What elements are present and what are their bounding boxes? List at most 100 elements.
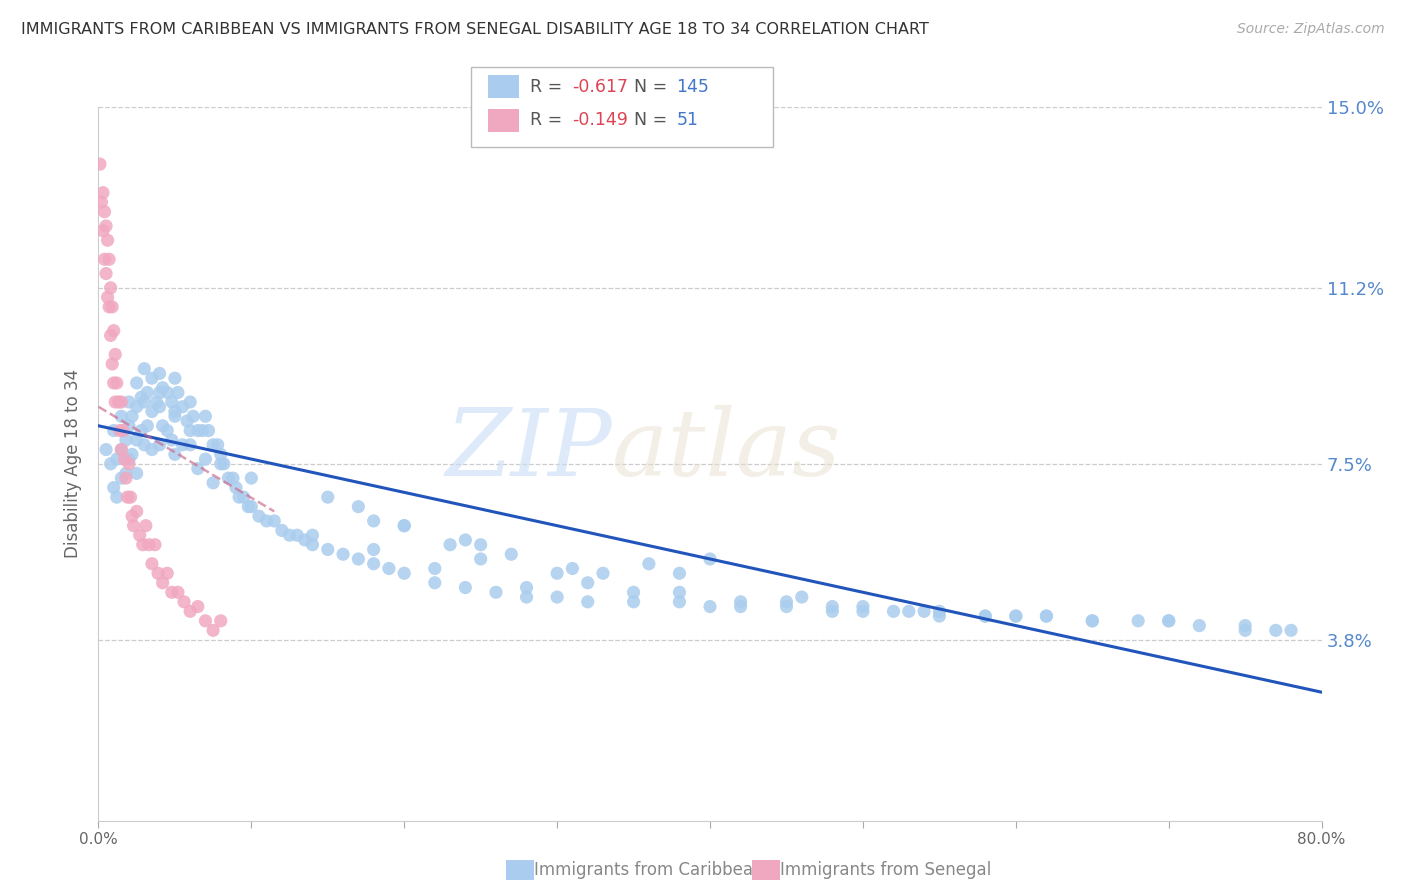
Point	[100, 457, 122, 471]
Point	[1004, 609, 1026, 624]
Point	[883, 604, 905, 618]
Point	[103, 324, 125, 338]
Point	[209, 614, 232, 628]
Point	[423, 575, 446, 590]
Point	[363, 514, 385, 528]
Point	[149, 400, 172, 414]
Point	[101, 357, 124, 371]
Point	[115, 467, 138, 481]
Point	[98, 252, 121, 267]
Point	[197, 424, 219, 438]
Point	[108, 424, 131, 438]
Text: -0.149: -0.149	[572, 112, 628, 129]
Point	[160, 585, 183, 599]
Point	[294, 533, 316, 547]
Point	[141, 404, 163, 418]
Point	[347, 500, 370, 514]
Point	[392, 566, 416, 581]
Point	[207, 438, 229, 452]
Point	[1188, 618, 1211, 632]
Point	[152, 381, 174, 395]
Point	[143, 538, 166, 552]
Point	[202, 475, 225, 490]
Point	[136, 418, 159, 433]
Point	[110, 442, 132, 457]
Point	[238, 500, 260, 514]
Point	[132, 538, 155, 552]
Point	[105, 490, 128, 504]
Point	[454, 533, 477, 547]
Point	[576, 595, 599, 609]
Point	[576, 575, 599, 590]
Point	[285, 528, 308, 542]
Point	[94, 219, 117, 233]
Point	[392, 518, 416, 533]
Point	[90, 195, 112, 210]
Point	[623, 585, 645, 599]
Point	[110, 471, 132, 485]
Point	[247, 509, 270, 524]
Point	[100, 328, 122, 343]
Point	[141, 442, 163, 457]
Point	[316, 542, 339, 557]
Point	[240, 500, 263, 514]
Point	[107, 395, 129, 409]
Point	[181, 409, 204, 424]
Point	[775, 595, 797, 609]
Point	[97, 290, 120, 304]
Point	[101, 300, 124, 314]
Text: R =: R =	[530, 78, 568, 95]
Point	[134, 361, 156, 376]
Point	[134, 395, 156, 409]
Point	[240, 471, 263, 485]
Point	[730, 595, 752, 609]
Point	[163, 371, 186, 385]
Point	[191, 424, 214, 438]
Point	[110, 442, 132, 457]
Point	[194, 614, 217, 628]
Point	[202, 624, 225, 638]
Point	[775, 599, 797, 614]
Y-axis label: Disability Age 18 to 34: Disability Age 18 to 34	[65, 369, 83, 558]
Point	[163, 404, 186, 418]
Point	[91, 186, 114, 200]
Point	[561, 561, 583, 575]
Point	[668, 566, 690, 581]
Point	[179, 604, 201, 618]
Point	[1081, 614, 1104, 628]
Text: Source: ZipAtlas.com: Source: ZipAtlas.com	[1237, 22, 1385, 37]
Point	[156, 424, 179, 438]
Point	[134, 438, 156, 452]
Point	[546, 566, 568, 581]
Point	[91, 224, 114, 238]
Point	[194, 452, 217, 467]
Point	[120, 490, 142, 504]
Point	[135, 518, 157, 533]
Point	[423, 561, 446, 575]
Point	[173, 595, 195, 609]
Point	[194, 409, 217, 424]
Point	[897, 604, 920, 618]
Text: Immigrants from Senegal: Immigrants from Senegal	[780, 861, 991, 879]
Point	[122, 518, 145, 533]
Point	[1035, 609, 1057, 624]
Point	[470, 552, 492, 566]
Point	[1035, 609, 1057, 624]
Point	[179, 395, 201, 409]
Point	[104, 395, 127, 409]
Point	[699, 552, 721, 566]
Point	[278, 528, 301, 542]
Point	[974, 609, 997, 624]
Point	[363, 557, 385, 571]
Point	[454, 581, 477, 595]
Point	[172, 438, 194, 452]
Text: N =: N =	[634, 78, 673, 95]
Point	[332, 547, 354, 561]
Point	[125, 376, 148, 390]
Point	[103, 424, 125, 438]
Point	[179, 438, 201, 452]
Point	[439, 538, 461, 552]
Point	[852, 599, 875, 614]
Point	[98, 300, 121, 314]
Point	[212, 457, 235, 471]
